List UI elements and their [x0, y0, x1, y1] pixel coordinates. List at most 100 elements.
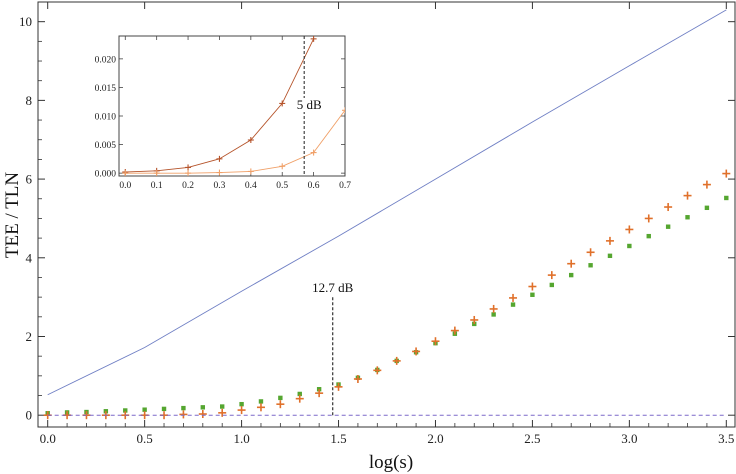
inset-x-tick-label: 0.4	[245, 181, 257, 191]
square-marker	[530, 292, 535, 297]
x-tick-label: 1.5	[330, 431, 346, 446]
x-tick-label: 3.5	[718, 431, 734, 446]
annotation-label: 12.7 dB	[312, 280, 354, 295]
inset-plus-marker	[279, 100, 286, 107]
plus-marker	[567, 259, 576, 268]
square-marker	[665, 224, 671, 229]
inset-plus-marker	[342, 107, 345, 114]
square-marker	[510, 302, 516, 307]
square-marker	[588, 263, 593, 268]
plus-marker	[256, 403, 265, 412]
plus-marker	[392, 356, 401, 365]
inset-plus-marker	[247, 137, 254, 143]
plus-marker	[179, 410, 188, 419]
inset-plus-marker	[216, 169, 223, 176]
inset-y-tick-label: 0.000	[95, 170, 117, 180]
inset-x-tick-label: 0.5	[276, 181, 288, 191]
inset-series-group	[122, 36, 345, 176]
square-marker	[161, 406, 167, 412]
square-marker	[646, 233, 651, 239]
inset-plus-marker	[122, 170, 129, 176]
inset-y-tick-label: 0.005	[95, 141, 117, 151]
x-axis-title: log(s)	[369, 452, 413, 473]
square-marker	[568, 272, 574, 278]
x-tick-label: 2.5	[524, 431, 540, 446]
plus-marker	[295, 394, 304, 403]
inset-annotation-bg	[294, 98, 325, 112]
plus-marker	[644, 214, 653, 223]
plus-marker	[431, 337, 440, 346]
y-tick-label: 10	[19, 14, 32, 29]
square-marker	[724, 195, 729, 201]
inset-x-tick-label: 0.0	[119, 181, 131, 191]
plus-marker	[509, 293, 518, 302]
inset-plus-marker	[216, 155, 223, 162]
x-tick-label: 3.0	[621, 431, 637, 446]
square-marker	[607, 253, 613, 259]
inset-series-line	[125, 110, 345, 174]
plus-marker	[683, 191, 692, 200]
inset-x-tick-label: 0.6	[308, 181, 320, 191]
y-tick-label: 4	[26, 250, 33, 265]
x-tick-label: 0.5	[137, 431, 153, 446]
square-marker	[181, 405, 186, 411]
square-marker	[704, 205, 710, 211]
inset-plot: 0.0 0.1 0.2 0.3 0.4 0.5 0.6 0.7 0.000 0.005 0.010 0…	[95, 35, 351, 191]
y-axis-title: TEE / TLN	[2, 172, 23, 258]
square-marker	[142, 407, 147, 412]
inset-plus-marker	[153, 170, 160, 176]
inset-plus-marker	[310, 149, 317, 156]
square-marker	[685, 215, 690, 220]
plus-marker	[412, 347, 421, 356]
inset-plus-marker	[185, 164, 192, 171]
plus-marker	[547, 271, 556, 280]
inset-y-tick-label: 0.010	[95, 113, 117, 123]
plus-marker	[664, 203, 673, 212]
y-tick-label: 2	[26, 329, 33, 344]
plus-marker	[276, 400, 285, 409]
series-line	[47, 9, 727, 396]
plus-marker	[353, 374, 362, 383]
square-marker	[627, 243, 632, 249]
x-tick-label: 1.0	[233, 431, 249, 446]
plus-marker	[702, 180, 711, 189]
inset-x-tick-label: 0.1	[151, 181, 163, 191]
plus-marker	[198, 410, 207, 419]
square-marker	[491, 312, 496, 317]
inset-plus-marker	[185, 170, 192, 176]
inset-x-tick-label: 0.3	[214, 181, 226, 191]
square-marker	[549, 282, 555, 288]
inset-plus-marker	[247, 168, 254, 175]
plus-marker	[470, 315, 479, 324]
inset-x-tick-label: 0.2	[182, 181, 194, 191]
inset-plus-marker	[279, 163, 286, 170]
plus-marker	[722, 169, 731, 178]
plus-marker	[237, 406, 246, 415]
y-tick-label: 8	[26, 93, 33, 108]
plus-marker	[605, 236, 614, 245]
plus-marker	[334, 382, 343, 391]
inset-y-tick-label: 0.020	[95, 55, 117, 65]
inset-x-tick-label: 0.7	[339, 181, 351, 191]
x-tick-label: 0.0	[40, 431, 56, 446]
square-marker	[239, 401, 244, 407]
plus-marker	[218, 408, 227, 417]
square-marker	[219, 404, 225, 409]
y-tick-label: 6	[26, 172, 33, 187]
square-marker	[258, 399, 264, 404]
square-marker	[123, 408, 128, 413]
square-marker	[297, 391, 302, 397]
plus-marker	[528, 282, 537, 291]
inset-y-tick-label: 0.015	[95, 84, 117, 94]
plus-marker	[373, 366, 382, 375]
y-tick-label: 0	[26, 408, 33, 423]
main-plot: 0.0 0.5 1.0 1.5 2.0 2.5 3.0 3.5 0 2 4 6 8 10 12.7 dB	[19, 1, 736, 446]
inset-plus-marker	[310, 36, 317, 42]
plus-marker	[315, 389, 324, 398]
plus-marker	[586, 248, 595, 257]
square-marker	[200, 405, 206, 410]
plus-marker	[489, 304, 498, 313]
plot-frame	[37, 1, 736, 428]
square-marker	[278, 395, 283, 401]
